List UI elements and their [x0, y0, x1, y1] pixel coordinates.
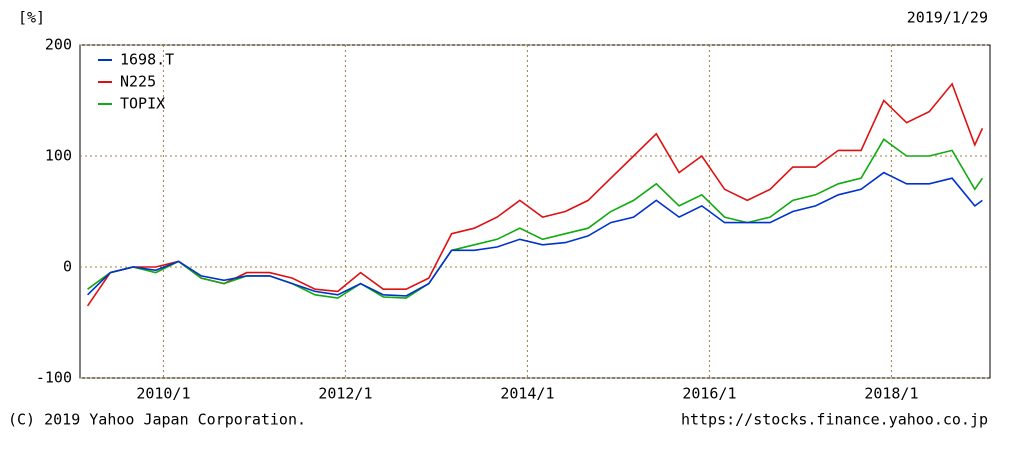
y-axis-label: [%] [18, 9, 45, 27]
y-tick-label: 200 [45, 36, 72, 54]
legend-label: N225 [120, 73, 156, 91]
x-tick-label: 2018/1 [864, 385, 918, 403]
y-tick-label: 0 [63, 258, 72, 276]
copyright: (C) 2019 Yahoo Japan Corporation. [8, 411, 306, 429]
x-tick-label: 2012/1 [318, 385, 372, 403]
series-line [86, 82, 984, 307]
legend-label: TOPIX [120, 95, 165, 113]
series-line [87, 171, 983, 297]
y-tick-label: -100 [36, 369, 72, 387]
x-tick-label: 2010/1 [136, 385, 190, 403]
y-tick-label: 100 [45, 147, 72, 165]
source: https://stocks.finance.yahoo.co.jp [681, 411, 988, 429]
legend-label: 1698.T [120, 51, 174, 69]
x-tick-label: 2014/1 [500, 385, 554, 403]
date-label: 2019/1/29 [907, 9, 988, 27]
x-tick-label: 2016/1 [682, 385, 736, 403]
series-line [87, 138, 984, 299]
